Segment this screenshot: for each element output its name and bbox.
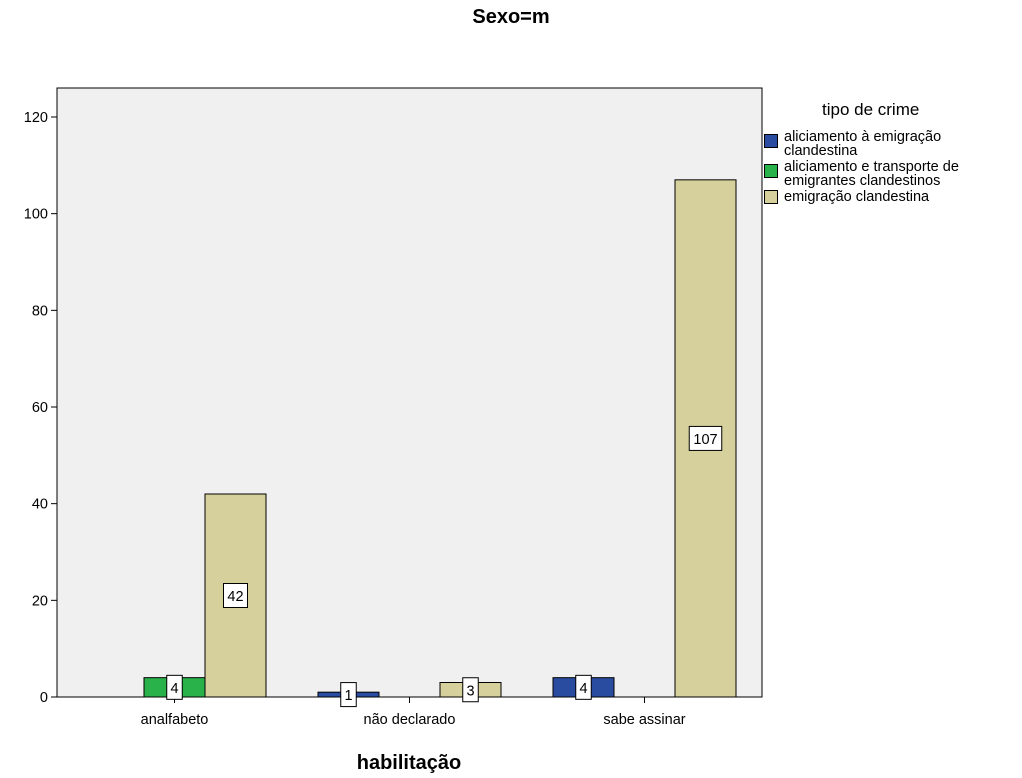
y-tick-label: 100 [24,207,48,223]
x-tick-label: sabe assinar [603,712,685,728]
y-axis: 0 20 40 60 80 100 120 [24,110,57,706]
legend-label: aliciamento à emigração [784,129,942,145]
x-tick-label: não declarado [364,712,456,728]
data-label-box [575,674,592,700]
data-label: 4 [170,681,178,697]
y-tick-label: 40 [32,497,48,513]
legend: tipo de crime aliciamento à emigração cla… [762,100,1020,206]
data-label: 1 [344,688,352,704]
legend-label: aliciamento e transporte de [784,159,959,175]
x-axis-label: habilitação [357,752,461,774]
legend-label: emigração clandestina [784,189,930,205]
data-label: 42 [227,589,243,605]
y-tick-label: 80 [32,303,48,319]
x-axis: analfabeto não declarado sabe assinar [141,697,686,728]
legend-item: emigração clandestina [762,190,1020,204]
legend-label: clandestina [784,143,858,159]
chart-title: Sexo=m [472,6,550,28]
legend-title: tipo de crime [822,100,920,119]
y-tick-label: 60 [32,400,48,416]
legend-item: aliciamento à emigração clandestina [762,130,1020,158]
legend-swatch [764,164,778,178]
data-label-box [688,425,723,451]
y-tick-label: 120 [24,110,48,126]
plot-area [56,87,763,698]
legend-swatch [764,134,778,148]
legend-label: emigrantes clandestinos [784,173,941,189]
legend-items: aliciamento à emigração clandestina alicia… [762,130,1020,204]
data-labels: 4 42 1 3 4 107 [166,425,723,708]
data-label: 4 [579,681,587,697]
data-label: 3 [466,683,474,699]
y-tick-label: 0 [40,690,48,706]
legend-item: aliciamento e transporte de emigrantes cl… [762,160,1020,188]
y-tick-label: 20 [32,593,48,609]
data-label-box [340,682,357,708]
data-label-box [166,674,183,700]
legend-swatch [764,190,778,204]
data-label-box [223,583,248,608]
x-tick-label: analfabeto [141,712,209,728]
data-label-box [462,677,479,703]
data-label: 107 [693,432,717,448]
